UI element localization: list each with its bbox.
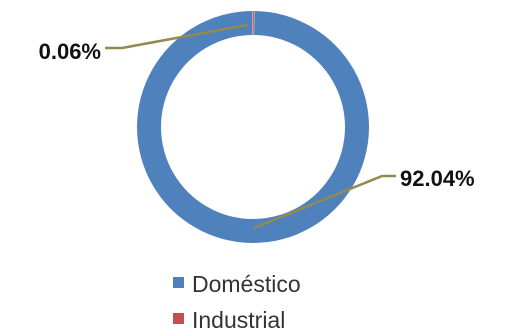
legend-swatch-industrial bbox=[173, 313, 184, 324]
data-labels: 0.06% 92.04% bbox=[39, 39, 475, 191]
legend-swatch-domestico bbox=[173, 277, 184, 288]
data-label-industrial: 0.06% bbox=[39, 39, 101, 64]
leader-line-domestico bbox=[253, 174, 396, 230]
legend-item-industrial: Industrial bbox=[173, 307, 285, 330]
leader-line-industrial bbox=[105, 23, 248, 50]
slice-domestico bbox=[137, 11, 370, 244]
leader-lines bbox=[105, 23, 396, 230]
slice-industrial bbox=[252, 11, 254, 36]
legend-label-industrial: Industrial bbox=[192, 307, 285, 330]
legend-item-domestico: Doméstico bbox=[173, 271, 301, 297]
donut-slices bbox=[137, 11, 370, 244]
legend-label-domestico: Doméstico bbox=[192, 271, 301, 297]
data-label-domestico: 92.04% bbox=[400, 166, 475, 191]
legend: Doméstico Industrial bbox=[173, 271, 301, 330]
